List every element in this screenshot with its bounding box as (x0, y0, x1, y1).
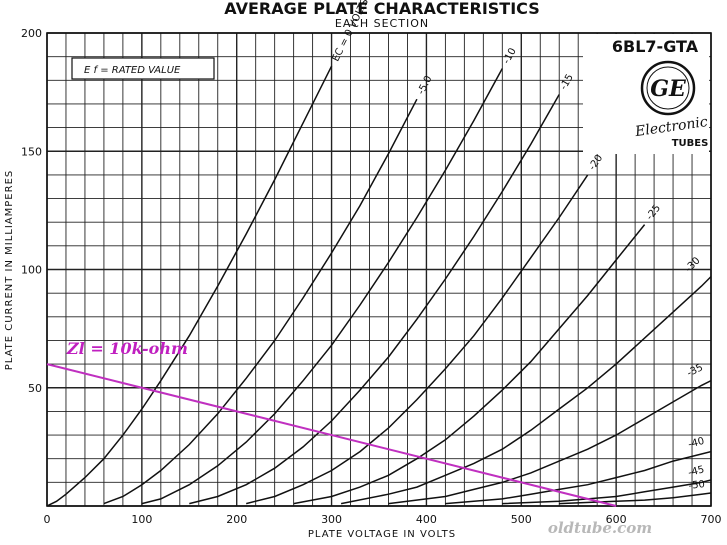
y-tick-label: 200 (21, 27, 42, 40)
brand-tubes: TUBES (672, 138, 709, 149)
x-axis-label: PLATE VOLTAGE IN VOLTS (308, 529, 456, 540)
plot-frame (46, 32, 712, 507)
watermark: oldtube.com (548, 519, 652, 537)
curve-label: -25 (644, 203, 663, 223)
plate-curve (340, 276, 711, 505)
chart-title: AVERAGE PLATE CHARACTERISTICS (224, 0, 539, 18)
grid (46, 32, 712, 507)
plate-curve (502, 479, 711, 505)
x-tick-label: 0 (44, 513, 51, 526)
x-tick-label: 200 (226, 513, 247, 526)
y-tick-label: 50 (28, 382, 42, 395)
x-tick-label: 700 (701, 513, 722, 526)
ge-logo-text: GE (650, 76, 687, 102)
curve-label: -40 (687, 436, 706, 451)
load-line (46, 363, 617, 507)
plate-curve (246, 174, 589, 505)
curve-label: -45 (687, 464, 706, 479)
x-tick-label: 100 (131, 513, 152, 526)
y-tick-label: 100 (21, 264, 42, 277)
load-line-group: Zl = 10k-ohm (46, 339, 617, 507)
curve-label: -5.0 (416, 74, 435, 96)
y-axis-label: PLATE CURRENT IN MILLIAMPERES (4, 170, 15, 371)
note-box-text: E f = RATED VALUE (84, 65, 181, 76)
curve-label: -10 (501, 46, 518, 66)
chart-subtitle: EACH SECTION (335, 17, 429, 30)
note-box: E f = RATED VALUE (71, 57, 215, 80)
x-tick-label: 400 (416, 513, 437, 526)
ge-logo-icon (640, 60, 696, 116)
plate-curve (445, 450, 711, 505)
curves (47, 65, 711, 506)
curve-label: -30 (683, 255, 702, 274)
curve-label: -15 (558, 72, 576, 92)
plate-curve (47, 65, 333, 506)
plate-curve (103, 98, 418, 505)
plate-curve (141, 68, 503, 505)
plate-curve (293, 224, 646, 505)
x-tick-label: 600 (606, 513, 627, 526)
curve-label: -20 (587, 153, 605, 173)
plate-curve (388, 380, 711, 505)
y-tick-label: 150 (21, 145, 42, 158)
x-tick-label: 300 (321, 513, 342, 526)
tube-model: 6BL7-GTA (612, 37, 699, 56)
curve-label: -50 (688, 479, 706, 492)
brand-block: 6BL7-GTA GE Electronic TUBES (583, 34, 709, 154)
plate-curve (189, 94, 560, 505)
x-tick-label: 500 (511, 513, 532, 526)
load-line-label: Zl = 10k-ohm (66, 339, 188, 358)
curve-label: -35 (685, 362, 705, 379)
plate-curve (559, 492, 711, 505)
